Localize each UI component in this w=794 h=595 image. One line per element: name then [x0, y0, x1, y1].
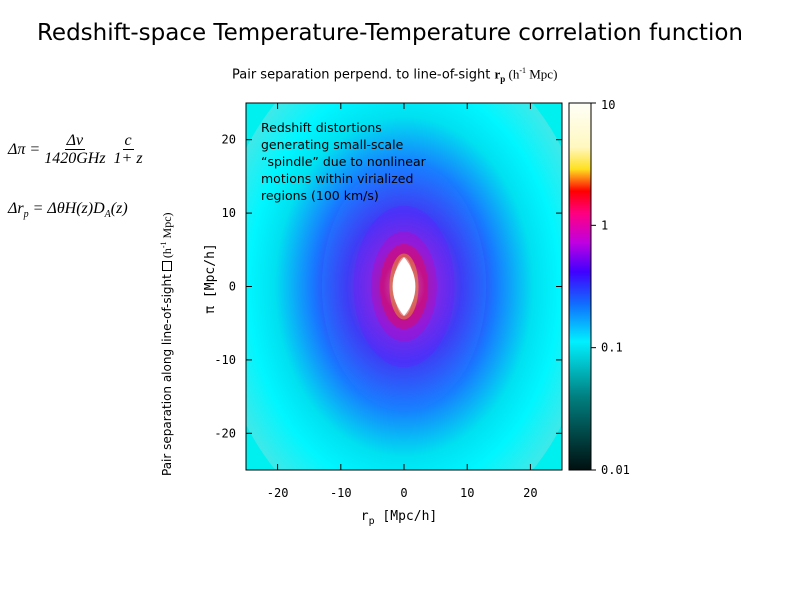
y-tick-label: 0: [229, 280, 236, 294]
spindle-core: [392, 257, 416, 316]
top-caption-symbol: r: [494, 66, 501, 82]
eq1-lhs: Δπ =: [8, 140, 41, 158]
eq1-fraction-2: c 1+ z: [114, 132, 143, 167]
eq1-den2: 1+ z: [113, 150, 143, 167]
eq1-num2: c: [122, 132, 134, 150]
eq1-fraction-1: Δν 1420GHz: [44, 132, 105, 167]
x-axis-label: rp [Mpc/h]: [361, 509, 437, 527]
top-caption-units-exp: -1: [519, 66, 526, 75]
y-tick-label: -10: [214, 353, 236, 367]
y-tick-label: 10: [222, 206, 236, 220]
eq2-end: (z): [110, 200, 128, 217]
annotation-text: Redshift distortions generating small-sc…: [261, 120, 426, 203]
colorbar-tick-label: 1: [601, 218, 608, 232]
x-tick-label: 20: [523, 486, 537, 500]
top-caption-units: (h: [505, 66, 520, 82]
colorbar-tick-label: 0.01: [601, 463, 630, 477]
colorbar-tick-label: 0.1: [601, 341, 623, 355]
eq2-sub: p: [23, 209, 29, 221]
slide-title: Redshift-space Temperature-Temperature c…: [36, 20, 743, 46]
top-caption-text: Pair separation perpend. to line-of-sigh…: [232, 67, 495, 83]
eq2-lhs: Δr: [8, 200, 24, 217]
y-axis-label: π [Mpc/h]: [203, 243, 218, 313]
top-caption-subscript: p: [500, 73, 506, 84]
equation-delta-rp: Δrp = ΔθH(z)DA(z): [8, 200, 128, 220]
x-tick-label: 10: [460, 486, 474, 500]
eq1-num1: Δν: [64, 132, 86, 150]
colorbar-tick-label: 10: [601, 98, 615, 112]
y-tick-label: -20: [214, 426, 236, 440]
top-caption-units-end: Mpc): [526, 66, 558, 82]
top-axis-caption: Pair separation perpend. to line-of-sigh…: [232, 66, 557, 84]
colorbar: [568, 102, 592, 471]
eq1-den1: 1420GHz: [44, 150, 106, 167]
equation-delta-pi: Δπ = Δν 1420GHz c 1+ z: [8, 132, 147, 167]
x-tick-label: -20: [267, 486, 289, 500]
x-tick-label: 0: [400, 486, 407, 500]
eq2-sub2: A: [104, 209, 111, 221]
x-tick-label: -10: [330, 486, 352, 500]
y-tick-label: 20: [222, 133, 236, 147]
eq2-rhs: = ΔθH(z)D: [28, 200, 105, 217]
